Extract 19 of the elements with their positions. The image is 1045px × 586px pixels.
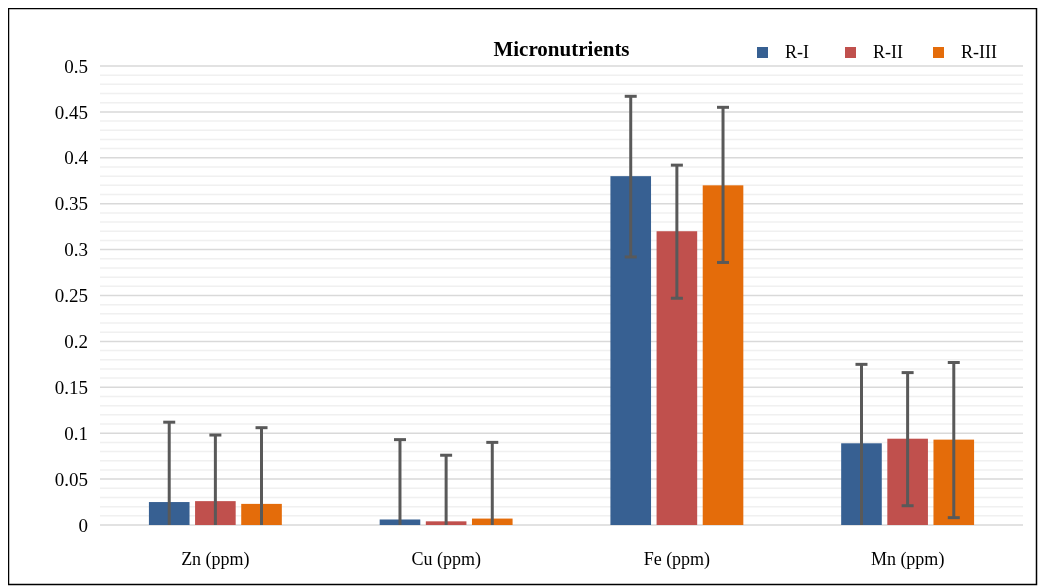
y-tick-label: 0.35 bbox=[54, 193, 88, 215]
x-tick-label: Mn (ppm) bbox=[870, 549, 945, 570]
legend-label: R-I bbox=[785, 42, 809, 62]
y-tick-label: 0.05 bbox=[54, 468, 88, 490]
y-tick-label: 0.3 bbox=[64, 239, 88, 261]
chart-title: Micronutrients bbox=[493, 37, 630, 61]
y-tick-label: 0.45 bbox=[54, 101, 88, 123]
y-tick-label: 0.25 bbox=[54, 285, 88, 307]
legend-label: R-III bbox=[961, 42, 997, 62]
legend-label: R-II bbox=[873, 42, 903, 62]
x-tick-label: Cu (ppm) bbox=[411, 549, 481, 570]
x-tick-label: Fe (ppm) bbox=[643, 549, 711, 570]
y-tick-label: 0.1 bbox=[64, 422, 88, 444]
y-tick-label: 0.15 bbox=[54, 376, 88, 398]
y-tick-label: 0.4 bbox=[64, 147, 89, 169]
y-tick-label: 0.2 bbox=[64, 331, 88, 353]
y-tick-label: 0 bbox=[78, 514, 88, 536]
y-tick-label: 0.5 bbox=[64, 55, 88, 77]
x-tick-label: Zn (ppm) bbox=[181, 549, 250, 570]
